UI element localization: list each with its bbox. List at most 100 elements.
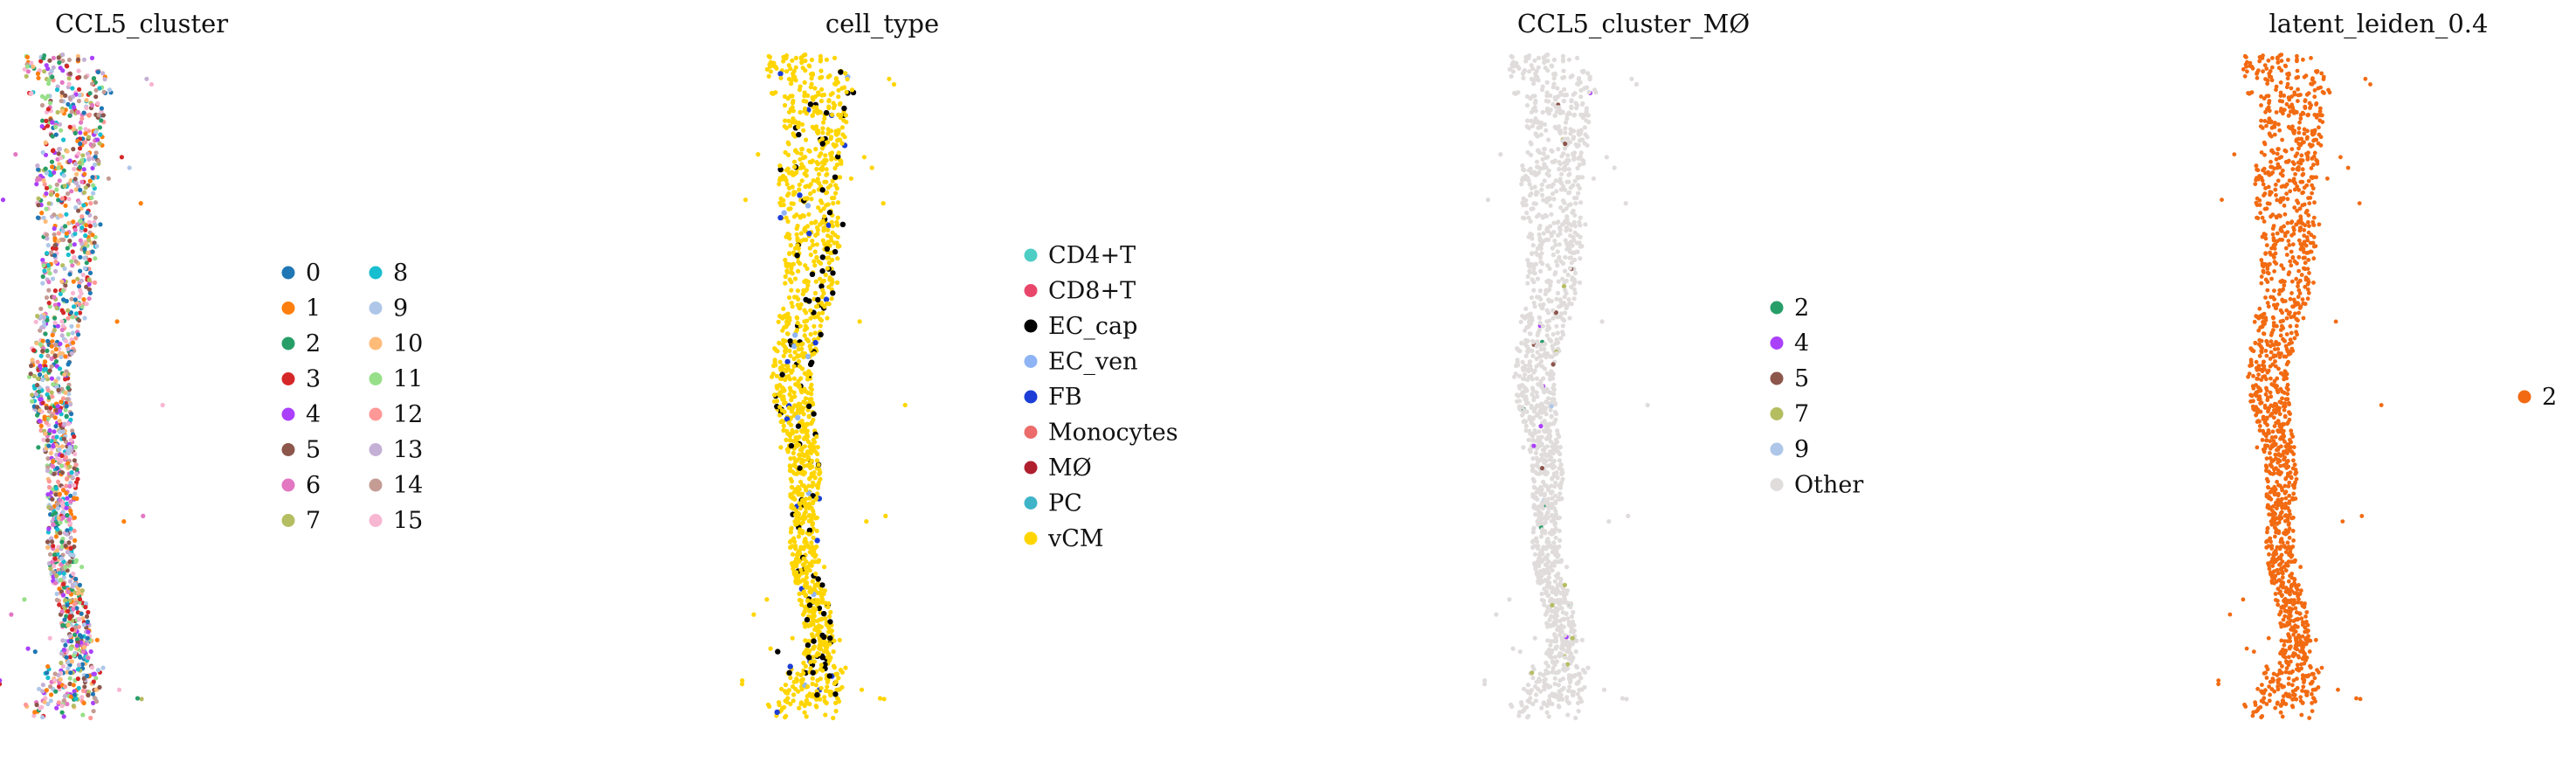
cell-point	[792, 148, 798, 154]
cell-point	[1507, 597, 1512, 602]
cell-point	[51, 522, 56, 527]
cell-point	[833, 183, 839, 188]
cell-point	[2287, 480, 2292, 485]
cell-point	[1553, 310, 1558, 316]
cell-point	[1542, 60, 1547, 66]
cell-point	[85, 673, 90, 679]
cell-point	[791, 390, 797, 395]
cell-point	[825, 140, 831, 145]
cell-point	[102, 77, 107, 82]
cell-point	[44, 688, 50, 693]
cell-point	[67, 579, 73, 584]
cell-point	[46, 409, 52, 414]
cell-point	[1550, 362, 1556, 367]
cell-point	[826, 210, 833, 216]
cell-point	[819, 141, 825, 147]
cell-point	[841, 118, 846, 123]
cell-point	[1540, 527, 1545, 532]
cell-point	[72, 653, 77, 658]
cell-point	[58, 578, 63, 583]
cell-point	[824, 167, 829, 172]
cell-point	[69, 610, 74, 615]
cell-point	[1544, 108, 1550, 114]
cell-point	[59, 156, 64, 161]
cell-point	[1540, 404, 1545, 409]
cell-point	[799, 178, 805, 184]
cell-point	[1536, 65, 1541, 70]
cell-point	[772, 357, 777, 363]
cell-point	[1557, 177, 1563, 182]
cell-point	[787, 663, 793, 669]
cell-point	[820, 130, 825, 135]
cell-point	[815, 296, 821, 303]
cell-point	[49, 506, 54, 511]
cell-point	[1568, 600, 1574, 607]
legend-label: 14	[393, 472, 423, 499]
cell-point	[1531, 201, 1537, 206]
cell-point	[1550, 149, 1555, 154]
cell-point	[787, 251, 792, 256]
cell-point	[1566, 676, 1571, 682]
cell-point	[800, 676, 805, 683]
cell-point	[1530, 236, 1535, 241]
cell-point	[1523, 342, 1528, 347]
cell-point	[1538, 124, 1544, 129]
cell-point	[812, 330, 818, 336]
cell-point	[73, 227, 78, 232]
cell-point	[1544, 98, 1549, 104]
cell-point	[828, 692, 833, 698]
cell-point	[833, 76, 839, 81]
cell-point	[803, 288, 808, 294]
cell-point	[777, 214, 784, 221]
cell-point	[1541, 516, 1546, 521]
cell-point	[803, 59, 808, 64]
cell-point	[796, 343, 801, 348]
cell-point	[84, 302, 89, 307]
cell-point	[46, 266, 52, 272]
cell-point	[802, 108, 807, 114]
cell-point	[2271, 504, 2276, 509]
cell-point	[797, 591, 802, 597]
cell-point	[77, 93, 82, 98]
cell-point	[45, 530, 52, 535]
legend-label: 2	[306, 330, 321, 357]
cell-point	[35, 359, 40, 364]
cell-point	[771, 60, 777, 66]
cell-point	[1550, 252, 1556, 258]
cell-point	[1545, 510, 1550, 515]
cell-point	[56, 479, 61, 484]
cell-point	[796, 268, 801, 274]
cell-point	[811, 638, 817, 644]
cell-point	[1532, 368, 1537, 373]
cell-point	[1552, 239, 1557, 244]
cell-point	[783, 349, 788, 354]
cell-point	[1537, 429, 1542, 434]
cell-point	[802, 279, 807, 284]
cell-point	[88, 201, 93, 206]
cell-point	[829, 219, 834, 225]
cell-point	[811, 470, 817, 475]
cell-point	[818, 68, 824, 73]
cell-point	[1570, 673, 1575, 679]
cell-point	[92, 696, 97, 701]
cell-point	[45, 251, 50, 256]
legend-label: EC_cap	[1048, 313, 1137, 340]
cell-point	[95, 137, 100, 142]
cell-point	[796, 534, 802, 539]
cell-point	[781, 397, 786, 402]
cell-point	[811, 659, 818, 664]
cell-point	[1525, 683, 1530, 688]
cell-point	[816, 462, 821, 468]
cell-point	[1552, 681, 1557, 687]
legend-label: 3	[306, 366, 321, 393]
cell-point	[1562, 93, 1567, 98]
cell-point	[1532, 427, 1537, 434]
cell-point	[50, 539, 55, 545]
cell-point	[59, 90, 65, 95]
cell-point	[40, 349, 45, 354]
cell-point	[1561, 151, 1566, 156]
cell-point	[1542, 419, 1547, 424]
cell-point	[780, 364, 785, 369]
cell-point	[1577, 222, 1583, 227]
cell-point	[830, 270, 836, 276]
